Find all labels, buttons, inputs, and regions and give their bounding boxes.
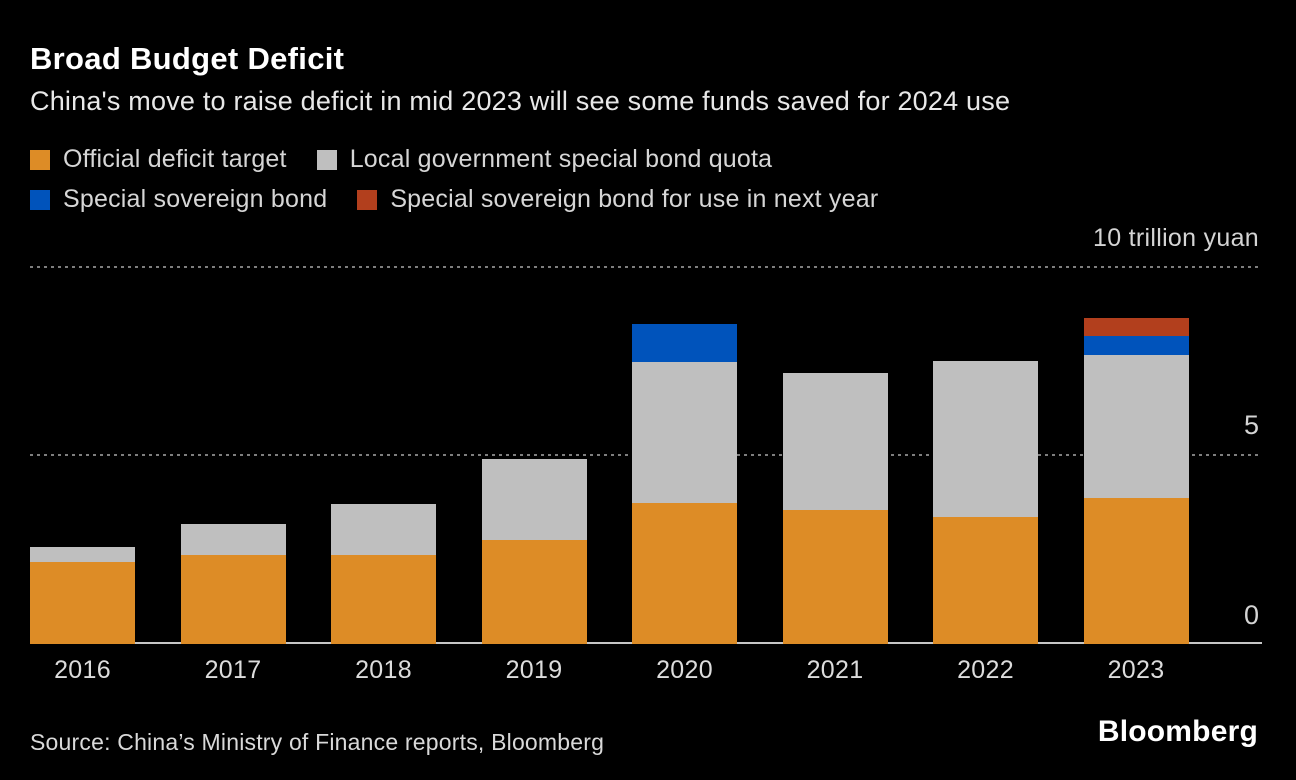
x-axis-label: 2016 bbox=[54, 656, 111, 684]
bar-segment bbox=[1083, 336, 1189, 356]
bar-segment bbox=[30, 546, 135, 563]
bar-segment bbox=[933, 517, 1038, 644]
x-axis-label: 2017 bbox=[204, 656, 262, 684]
legend: Official deficit target Local government… bbox=[30, 145, 878, 214]
chart-title: Broad Budget Deficit bbox=[30, 41, 345, 76]
legend-item-official-deficit-target: Official deficit target bbox=[30, 145, 287, 174]
bloomberg-logo: Bloomberg bbox=[1097, 715, 1258, 748]
source-text: Source: China’s Ministry of Finance repo… bbox=[30, 729, 605, 755]
bar-segment bbox=[180, 524, 286, 555]
x-axis-label: 2019 bbox=[505, 656, 563, 684]
bar-segment bbox=[632, 361, 737, 503]
bar-segment bbox=[481, 540, 587, 644]
red-swatch-icon bbox=[357, 189, 378, 210]
legend-row-2: Special sovereign bond Special sovereign… bbox=[30, 185, 878, 214]
y-tick-label-0: 0 bbox=[1243, 600, 1259, 630]
gridline-10 bbox=[30, 266, 1262, 268]
orange-swatch-icon bbox=[30, 149, 50, 170]
bar-segment bbox=[1083, 355, 1189, 499]
bar-segment bbox=[1083, 317, 1189, 337]
bar-segment bbox=[331, 554, 436, 644]
legend-label: Local government special bond quota bbox=[349, 145, 773, 173]
x-axis-label: 2020 bbox=[656, 656, 713, 684]
bar-segment bbox=[481, 459, 587, 541]
chart-subtitle: China's move to raise deficit in mid 202… bbox=[30, 86, 1011, 116]
legend-item-special-sovereign-bond-next-year: Special sovereign bond for use in next y… bbox=[357, 185, 878, 214]
x-axis-label: 2018 bbox=[355, 656, 412, 684]
x-axis-label: 2022 bbox=[957, 656, 1014, 684]
legend-label: Special sovereign bond for use in next y… bbox=[390, 185, 879, 213]
legend-label: Official deficit target bbox=[63, 145, 287, 173]
bar-segment bbox=[632, 502, 737, 644]
legend-item-special-sovereign-bond: Special sovereign bond bbox=[30, 185, 327, 214]
bar-segment bbox=[30, 562, 135, 644]
bar-segment bbox=[782, 372, 888, 510]
bar-segment bbox=[782, 509, 888, 644]
x-axis-label: 2023 bbox=[1107, 656, 1165, 684]
bar-segment bbox=[933, 361, 1038, 518]
bar-segment bbox=[1083, 498, 1189, 644]
bar-segment bbox=[632, 324, 737, 362]
x-axis-label: 2021 bbox=[806, 656, 864, 684]
bar-segment bbox=[331, 503, 436, 555]
blue-swatch-icon bbox=[30, 189, 50, 210]
y-tick-label-5: 5 bbox=[1243, 410, 1259, 440]
legend-item-local-government-special-bond-quota: Local government special bond quota bbox=[316, 145, 773, 174]
y-axis-unit-label: 10 trillion yuan bbox=[1092, 224, 1259, 252]
gray-swatch-icon bbox=[316, 149, 337, 170]
bar-segment bbox=[180, 554, 286, 644]
legend-row-1: Official deficit target Local government… bbox=[30, 145, 878, 174]
legend-label: Special sovereign bond bbox=[63, 185, 328, 213]
